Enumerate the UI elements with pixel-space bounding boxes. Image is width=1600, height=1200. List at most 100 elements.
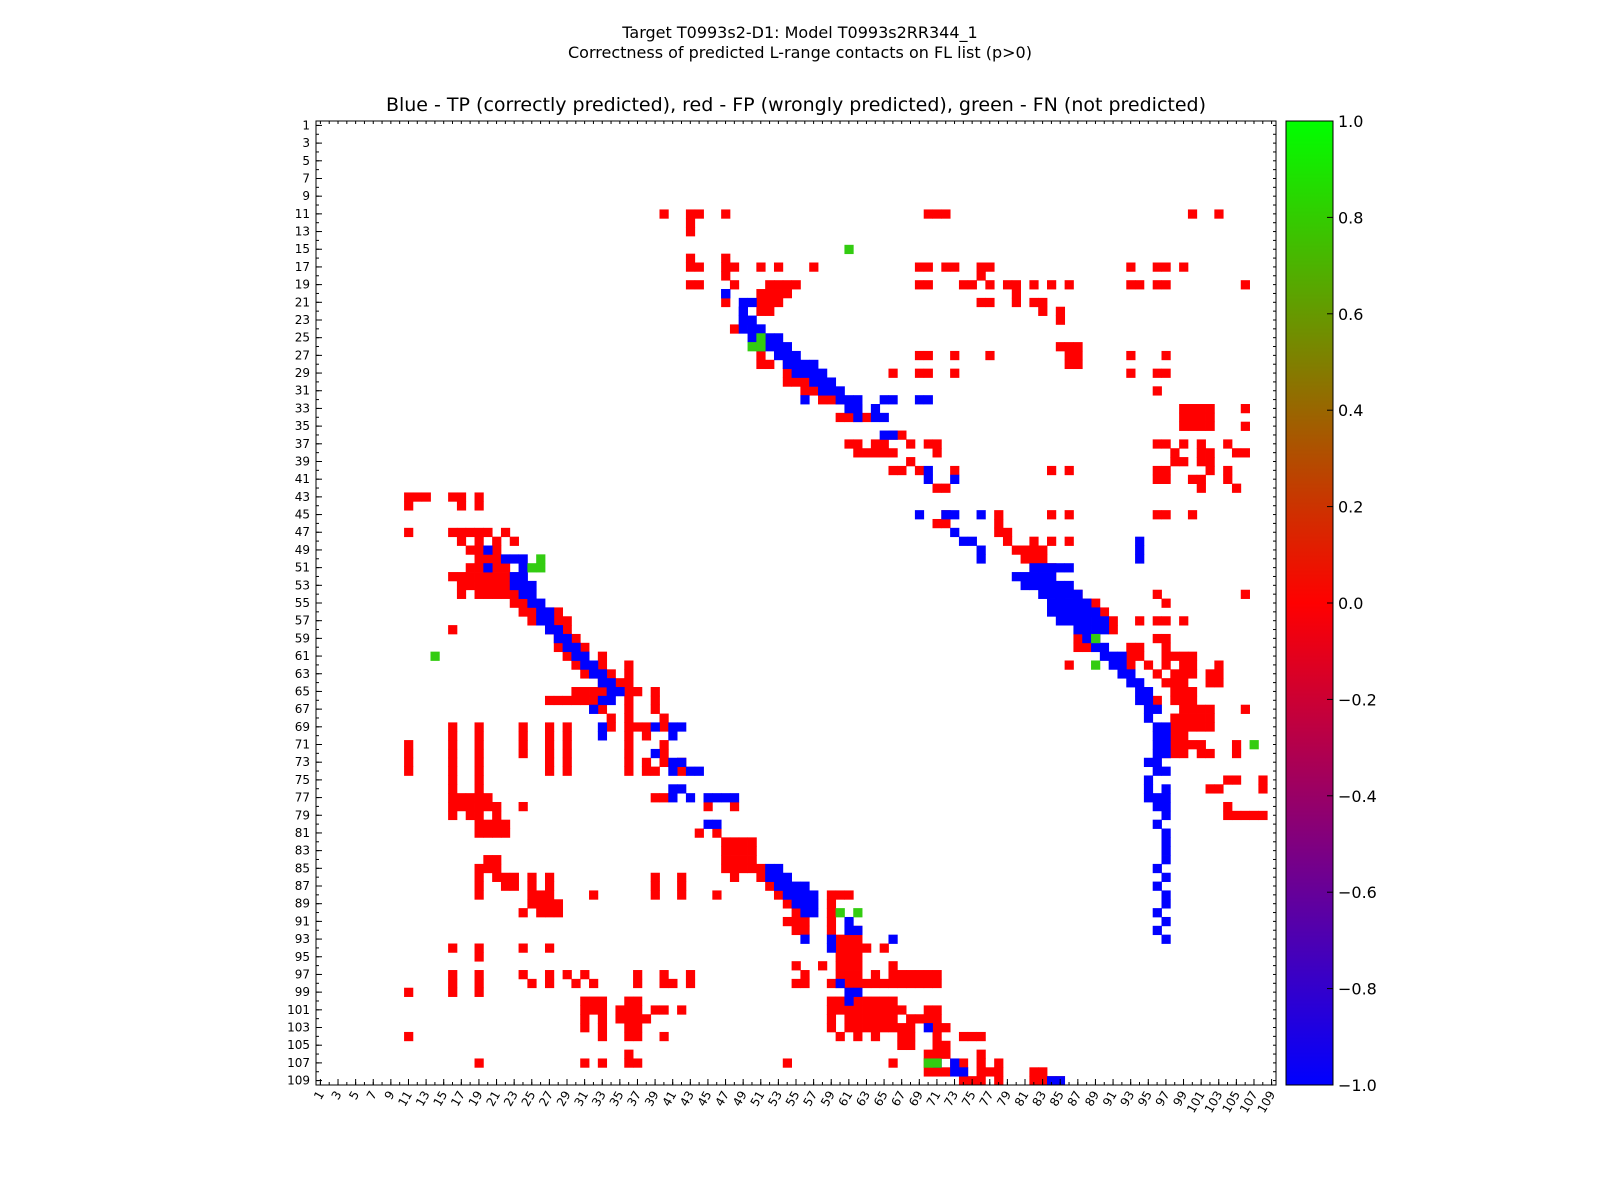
colorbar-tick-label: 0.0: [1338, 594, 1363, 613]
fp-cell: [791, 961, 801, 971]
tp-cell: [809, 899, 819, 909]
y-tick-label: 83: [295, 844, 310, 858]
tp-cell: [483, 563, 493, 573]
fp-cell: [826, 395, 837, 405]
fp-cell: [474, 943, 484, 953]
tp-cell: [765, 333, 775, 343]
fp-cell: [853, 1023, 863, 1033]
fp-cell: [835, 890, 845, 900]
tp-cell: [1135, 678, 1145, 688]
fp-cell: [492, 801, 502, 812]
fp-cell: [580, 1023, 590, 1033]
fp-cell: [1064, 536, 1074, 546]
fp-cell: [500, 819, 511, 829]
tp-cell: [1055, 616, 1066, 626]
fp-cell: [1161, 678, 1171, 688]
fp-cell: [1073, 342, 1083, 352]
tp-cell: [1038, 589, 1048, 599]
tp-cell: [950, 474, 960, 484]
fp-cell: [492, 872, 502, 882]
fp-cell: [800, 377, 810, 387]
fn-cell: [527, 563, 537, 573]
tp-cell: [782, 350, 792, 361]
fp-cell: [1126, 368, 1136, 378]
fp-cell: [509, 589, 519, 599]
fp-cell: [1011, 289, 1021, 299]
x-tick-label: 97: [1153, 1089, 1173, 1109]
fp-cell: [756, 863, 766, 874]
fp-cell: [624, 713, 634, 723]
fp-cell: [456, 580, 467, 591]
tp-cell: [1099, 625, 1110, 635]
fp-cell: [1187, 404, 1198, 414]
tp-cell: [685, 793, 696, 803]
x-tick-label: 23: [501, 1089, 521, 1109]
fp-cell: [1161, 262, 1171, 272]
fp-cell: [1029, 1076, 1039, 1086]
fp-cell: [553, 899, 564, 909]
x-tick-label: 105: [1219, 1089, 1243, 1116]
fp-cell: [1126, 651, 1136, 661]
fp-cell: [721, 209, 731, 219]
fp-cell: [641, 1014, 652, 1024]
tp-cell: [800, 908, 810, 918]
tp-cell: [809, 368, 819, 378]
fp-cell: [474, 545, 484, 555]
fp-cell: [765, 359, 775, 370]
fp-cell: [624, 695, 634, 706]
fp-cell: [597, 660, 608, 670]
x-tick-label: 95: [1135, 1089, 1155, 1109]
fp-cell: [879, 996, 889, 1006]
fp-cell: [500, 828, 511, 838]
tp-cell: [597, 669, 608, 679]
y-tick-label: 35: [295, 419, 310, 433]
fp-cell: [492, 819, 502, 829]
y-tick-label: 37: [295, 437, 310, 451]
fp-cell: [624, 1023, 634, 1033]
fp-cell: [950, 368, 960, 378]
y-tick-label: 25: [295, 331, 310, 345]
colorbar-tick-label: 0.6: [1338, 305, 1363, 324]
fp-cell: [518, 943, 528, 953]
fp-cell: [1064, 280, 1074, 290]
tp-cell: [1020, 572, 1030, 582]
fp-cell: [844, 970, 854, 980]
tp-cell: [879, 430, 889, 440]
fp-cell: [562, 748, 572, 759]
fp-cell: [941, 1067, 951, 1077]
tp-cell: [668, 757, 678, 768]
tp-cell: [888, 395, 898, 405]
y-tick-label: 73: [295, 755, 310, 769]
fp-cell: [544, 766, 555, 776]
tp-cell: [782, 359, 792, 370]
fp-cell: [624, 748, 634, 759]
fp-cell: [1161, 368, 1171, 378]
x-tick-label: 21: [483, 1089, 503, 1109]
fp-cell: [950, 350, 960, 361]
fp-cell: [1187, 651, 1198, 661]
tp-cell: [650, 748, 660, 759]
fp-cell: [465, 545, 475, 555]
tp-cell: [703, 819, 713, 829]
tp-cell: [589, 669, 599, 679]
fp-cell: [888, 1005, 898, 1015]
fp-cell: [659, 978, 669, 989]
fp-cell: [1196, 457, 1206, 467]
fp-cell: [544, 872, 555, 882]
fp-cell: [879, 439, 889, 449]
fp-cell: [1196, 722, 1206, 732]
fp-cell: [1214, 669, 1224, 679]
fp-cell: [448, 987, 458, 997]
fp-cell: [826, 978, 837, 989]
fp-cell: [1152, 474, 1162, 484]
fp-cell: [1161, 633, 1171, 644]
tp-cell: [976, 510, 986, 520]
fp-cell: [474, 819, 484, 829]
x-tick-label: 39: [642, 1089, 662, 1109]
fp-cell: [932, 1014, 942, 1024]
fp-cell: [1240, 421, 1250, 431]
y-tick-label: 75: [295, 773, 310, 787]
fp-cell: [694, 828, 704, 838]
tp-cell: [1143, 784, 1154, 794]
fp-cell: [1179, 421, 1189, 431]
